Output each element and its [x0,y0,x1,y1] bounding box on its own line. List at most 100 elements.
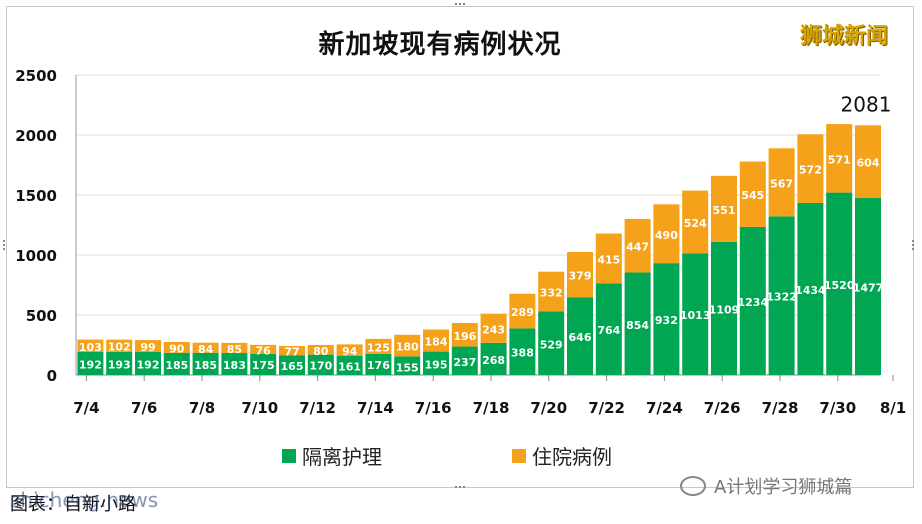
bar-hospitalized [394,334,421,357]
bar-hospitalized [768,148,795,217]
data-label-isolation: 1322 [766,291,797,304]
data-label-hospitalized: 571 [828,153,851,166]
x-tick-label: 7/14 [357,399,394,417]
x-tick-label: 7/22 [588,399,625,417]
data-label-hospitalized: 545 [741,189,764,202]
data-label-hospitalized: 99 [140,341,155,354]
x-tick-label: 7/6 [131,399,157,417]
bar-hospitalized [451,323,478,347]
bar-isolation [221,353,248,375]
y-tick-label: 1500 [15,187,57,205]
bar-hospitalized [336,344,363,356]
bar-isolation [106,351,133,375]
data-label-isolation: 932 [655,314,678,327]
legend-swatch-isolation [282,448,296,463]
data-label-isolation: 1520 [824,279,855,292]
x-tick-label: 8/1 [880,399,906,417]
bar-isolation [653,263,680,375]
data-label-isolation: 1234 [737,296,768,309]
data-label-hospitalized: 551 [713,204,736,217]
data-label-isolation: 185 [194,359,217,372]
x-tick-label: 7/20 [530,399,567,417]
resize-handle-top[interactable] [455,3,465,9]
data-label-isolation: 192 [137,358,160,371]
brand-logo-text: 狮城新闻 [800,24,889,49]
bar-hospitalized [624,218,651,273]
resize-handle-bottom[interactable] [455,486,465,492]
legend-item-hospitalized: 住院病例 [512,441,612,470]
bar-hospitalized [77,339,104,352]
x-tick-label: 7/26 [704,399,741,417]
x-tick-label: 7/16 [415,399,452,417]
x-tick-label: 7/18 [473,399,510,417]
bar-hospitalized [106,339,133,352]
data-label-isolation: 764 [597,324,620,337]
bar-hospitalized [653,204,680,264]
data-label-hospitalized: 567 [770,177,793,190]
bar-isolation [567,297,593,375]
data-label-hospitalized: 447 [626,241,649,254]
data-label-hospitalized: 85 [227,343,242,356]
bar-isolation [739,226,766,375]
y-tick-label: 1000 [15,247,57,265]
data-label-isolation: 529 [540,338,563,351]
bar-isolation [192,352,219,375]
data-label-hospitalized: 76 [256,344,272,357]
data-label-hospitalized: 125 [367,341,390,354]
data-label-isolation: 268 [482,354,505,367]
bar-isolation [855,197,881,375]
bar-hospitalized [739,161,766,227]
bar-isolation [135,351,161,375]
data-label-isolation: 192 [79,358,102,371]
bar-hospitalized [307,345,334,355]
bar-hospitalized [682,190,709,254]
total-annotation: 2081 [841,92,892,116]
data-label-isolation: 175 [252,359,275,372]
data-label-isolation: 388 [511,347,534,360]
resize-handle-left[interactable] [3,240,9,250]
bar-isolation [394,356,421,375]
bar-hospitalized [538,271,565,312]
bar-isolation [480,342,507,375]
data-label-hospitalized: 90 [169,342,185,355]
bar-isolation [163,352,190,375]
data-label-hospitalized: 180 [396,341,419,354]
bar-isolation [423,351,449,375]
bar-isolation [624,272,651,375]
data-label-hospitalized: 184 [425,336,448,349]
bar-isolation [595,283,622,375]
data-label-isolation: 155 [396,361,419,374]
data-label-hospitalized: 490 [655,229,678,242]
bar-hospitalized [163,342,190,353]
data-label-isolation: 854 [626,319,649,332]
bar-hospitalized [855,125,881,198]
data-label-hospitalized: 415 [597,253,620,266]
bar-hospitalized [595,233,622,284]
data-label-isolation: 185 [165,359,188,372]
x-tick-label: 7/12 [299,399,336,417]
wechat-icon [680,476,706,496]
x-tick-label: 7/30 [819,399,856,417]
bar-isolation [365,353,392,375]
data-label-isolation: 183 [223,359,246,372]
x-tick-label: 7/28 [762,399,799,417]
data-label-hospitalized: 289 [511,306,534,319]
bar-hospitalized [250,344,277,354]
resize-handle-right[interactable] [912,240,918,250]
bar-isolation [307,354,334,375]
data-label-hospitalized: 604 [857,157,880,170]
data-label-isolation: 193 [108,358,131,371]
data-label-isolation: 237 [453,356,476,369]
data-label-isolation: 170 [309,360,332,373]
data-label-hospitalized: 102 [108,341,131,354]
watermark-text: shicheng.news [10,488,159,512]
data-label-isolation: 1434 [795,284,826,297]
bar-hospitalized [567,252,593,298]
data-label-isolation: 646 [569,331,592,344]
data-label-isolation: 1477 [853,281,884,294]
wechat-account: A计划学习狮城篇 [680,473,852,499]
legend-item-isolation: 隔离护理 [282,441,382,470]
data-label-hospitalized: 572 [799,164,822,177]
data-label-hospitalized: 332 [540,287,563,300]
bar-isolation [77,351,104,375]
